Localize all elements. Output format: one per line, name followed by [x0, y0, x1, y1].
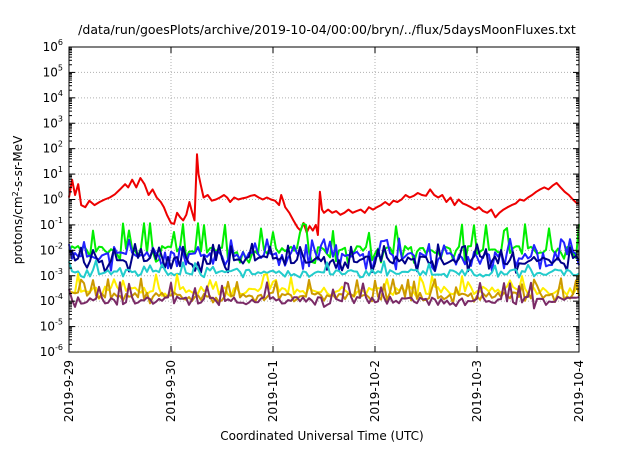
y-tick-label: 10-4	[40, 292, 63, 308]
y-axis-label: protons/cm2-s-sr-MeV	[11, 135, 26, 264]
series-line-4	[68, 242, 580, 274]
x-tick-label: 2019-10-1	[266, 360, 280, 422]
chart-title: /data/run/goesPlots/archive/2019-10-04/0…	[78, 22, 576, 37]
y-axis-label-suffix: -s-sr-MeV	[11, 135, 25, 191]
y-tick-label: 103	[43, 114, 63, 130]
y-tick-label: 100	[43, 191, 63, 207]
x-axis-label: Coordinated Universal Time (UTC)	[220, 429, 423, 443]
y-axis-label-prefix: protons/cm	[11, 196, 25, 264]
y-tick-label: 10-5	[40, 318, 63, 334]
y-tick-label: 105	[43, 63, 63, 79]
series-line-6	[68, 272, 580, 300]
x-tick-label: 2019-9-30	[164, 360, 178, 422]
y-tick-label: 104	[43, 89, 63, 105]
series-line-5	[68, 259, 580, 279]
x-tick-label: 2019-9-29	[62, 360, 76, 422]
series-line-1	[68, 153, 579, 236]
y-tick-label: 101	[43, 165, 63, 181]
x-tick-label: 2019-10-2	[368, 360, 382, 422]
y-tick-label: 10-3	[40, 267, 63, 283]
y-tick-label: 102	[43, 140, 63, 156]
y-tick-label: 106	[43, 38, 63, 54]
x-tick-label: 2019-10-4	[572, 360, 586, 422]
x-axis: 2019-9-29 2019-9-30 2019-10-1 2019-10-2 2019…	[62, 47, 586, 422]
series-group	[68, 153, 580, 310]
series-line-8	[68, 281, 580, 310]
y-tick-label: 10-2	[40, 241, 63, 257]
y-tick-label: 10-6	[40, 343, 63, 359]
y-axis: 10-6 10-5 10-4 10-3 10-2 10-1 100 101 102 103 104 1…	[40, 38, 579, 359]
x-tick-label: 2019-10-3	[470, 360, 484, 422]
y-tick-label: 10-1	[40, 216, 63, 232]
series-line-7	[68, 277, 580, 305]
y-axis-label-superscript: 2	[11, 191, 20, 196]
